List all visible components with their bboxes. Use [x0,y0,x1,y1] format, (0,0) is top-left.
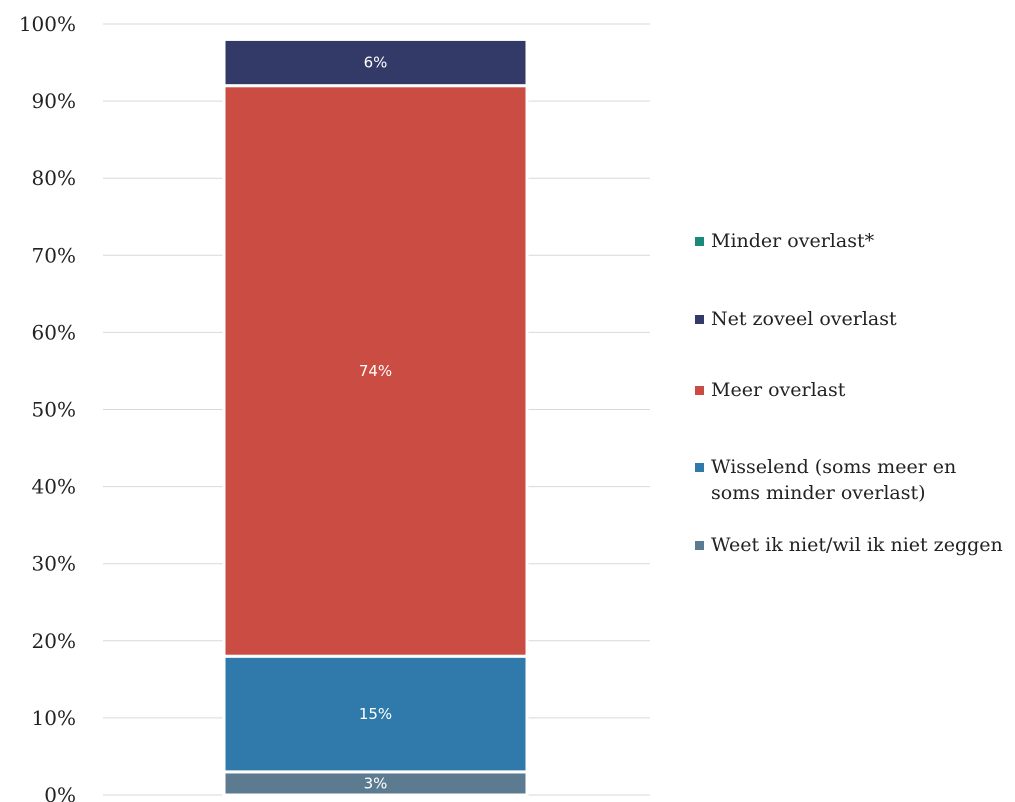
legend-item: Meer overlast [695,377,1011,403]
legend-item: Net zoveel overlast [695,306,1011,332]
bar-segment [222,654,529,774]
legend-swatch [695,237,704,246]
y-tick-label: 40% [32,475,76,499]
y-tick-label: 60% [32,320,76,344]
segment-value-label: 15% [359,705,392,723]
y-tick-label: 0% [44,783,76,802]
legend-item: Minder overlast* [695,228,1011,254]
legend-swatch [695,463,704,472]
legend-label: Meer overlast [711,379,846,401]
y-tick-label: 80% [32,166,76,190]
legend-label: Minder overlast* [711,230,875,252]
y-tick-label: 90% [32,89,76,113]
bar-segment [222,84,529,658]
y-tick-label: 10% [32,706,76,730]
segment-value-label: 74% [359,362,392,380]
legend-label: Wisselend (soms meer en soms minder over… [711,456,957,504]
legend-swatch [695,386,704,395]
segment-value-label: 3% [364,774,388,792]
y-tick-label: 100% [19,12,76,36]
legend-label: Weet ik niet/wil ik niet zeggen [711,534,1003,556]
y-axis-tick-labels: 0% 10% 20% 30% 40% 50% 60% 70% 80% 90% 100% [19,12,76,802]
bar-segment [222,37,529,88]
segment-value-label: 6% [364,54,388,72]
bar-segments [222,37,529,797]
y-tick-label: 30% [32,552,76,576]
legend-label: Net zoveel overlast [711,308,897,330]
segment-labels: 3% 15% 74% 6% [359,54,392,793]
legend-item: Wisselend (soms meer en soms minder over… [695,454,1011,506]
legend-swatch [695,315,704,324]
legend-item: Weet ik niet/wil ik niet zeggen [695,532,1011,558]
y-tick-label: 20% [32,629,76,653]
y-tick-label: 50% [32,398,76,422]
legend-swatch [695,541,704,550]
y-tick-label: 70% [32,243,76,267]
